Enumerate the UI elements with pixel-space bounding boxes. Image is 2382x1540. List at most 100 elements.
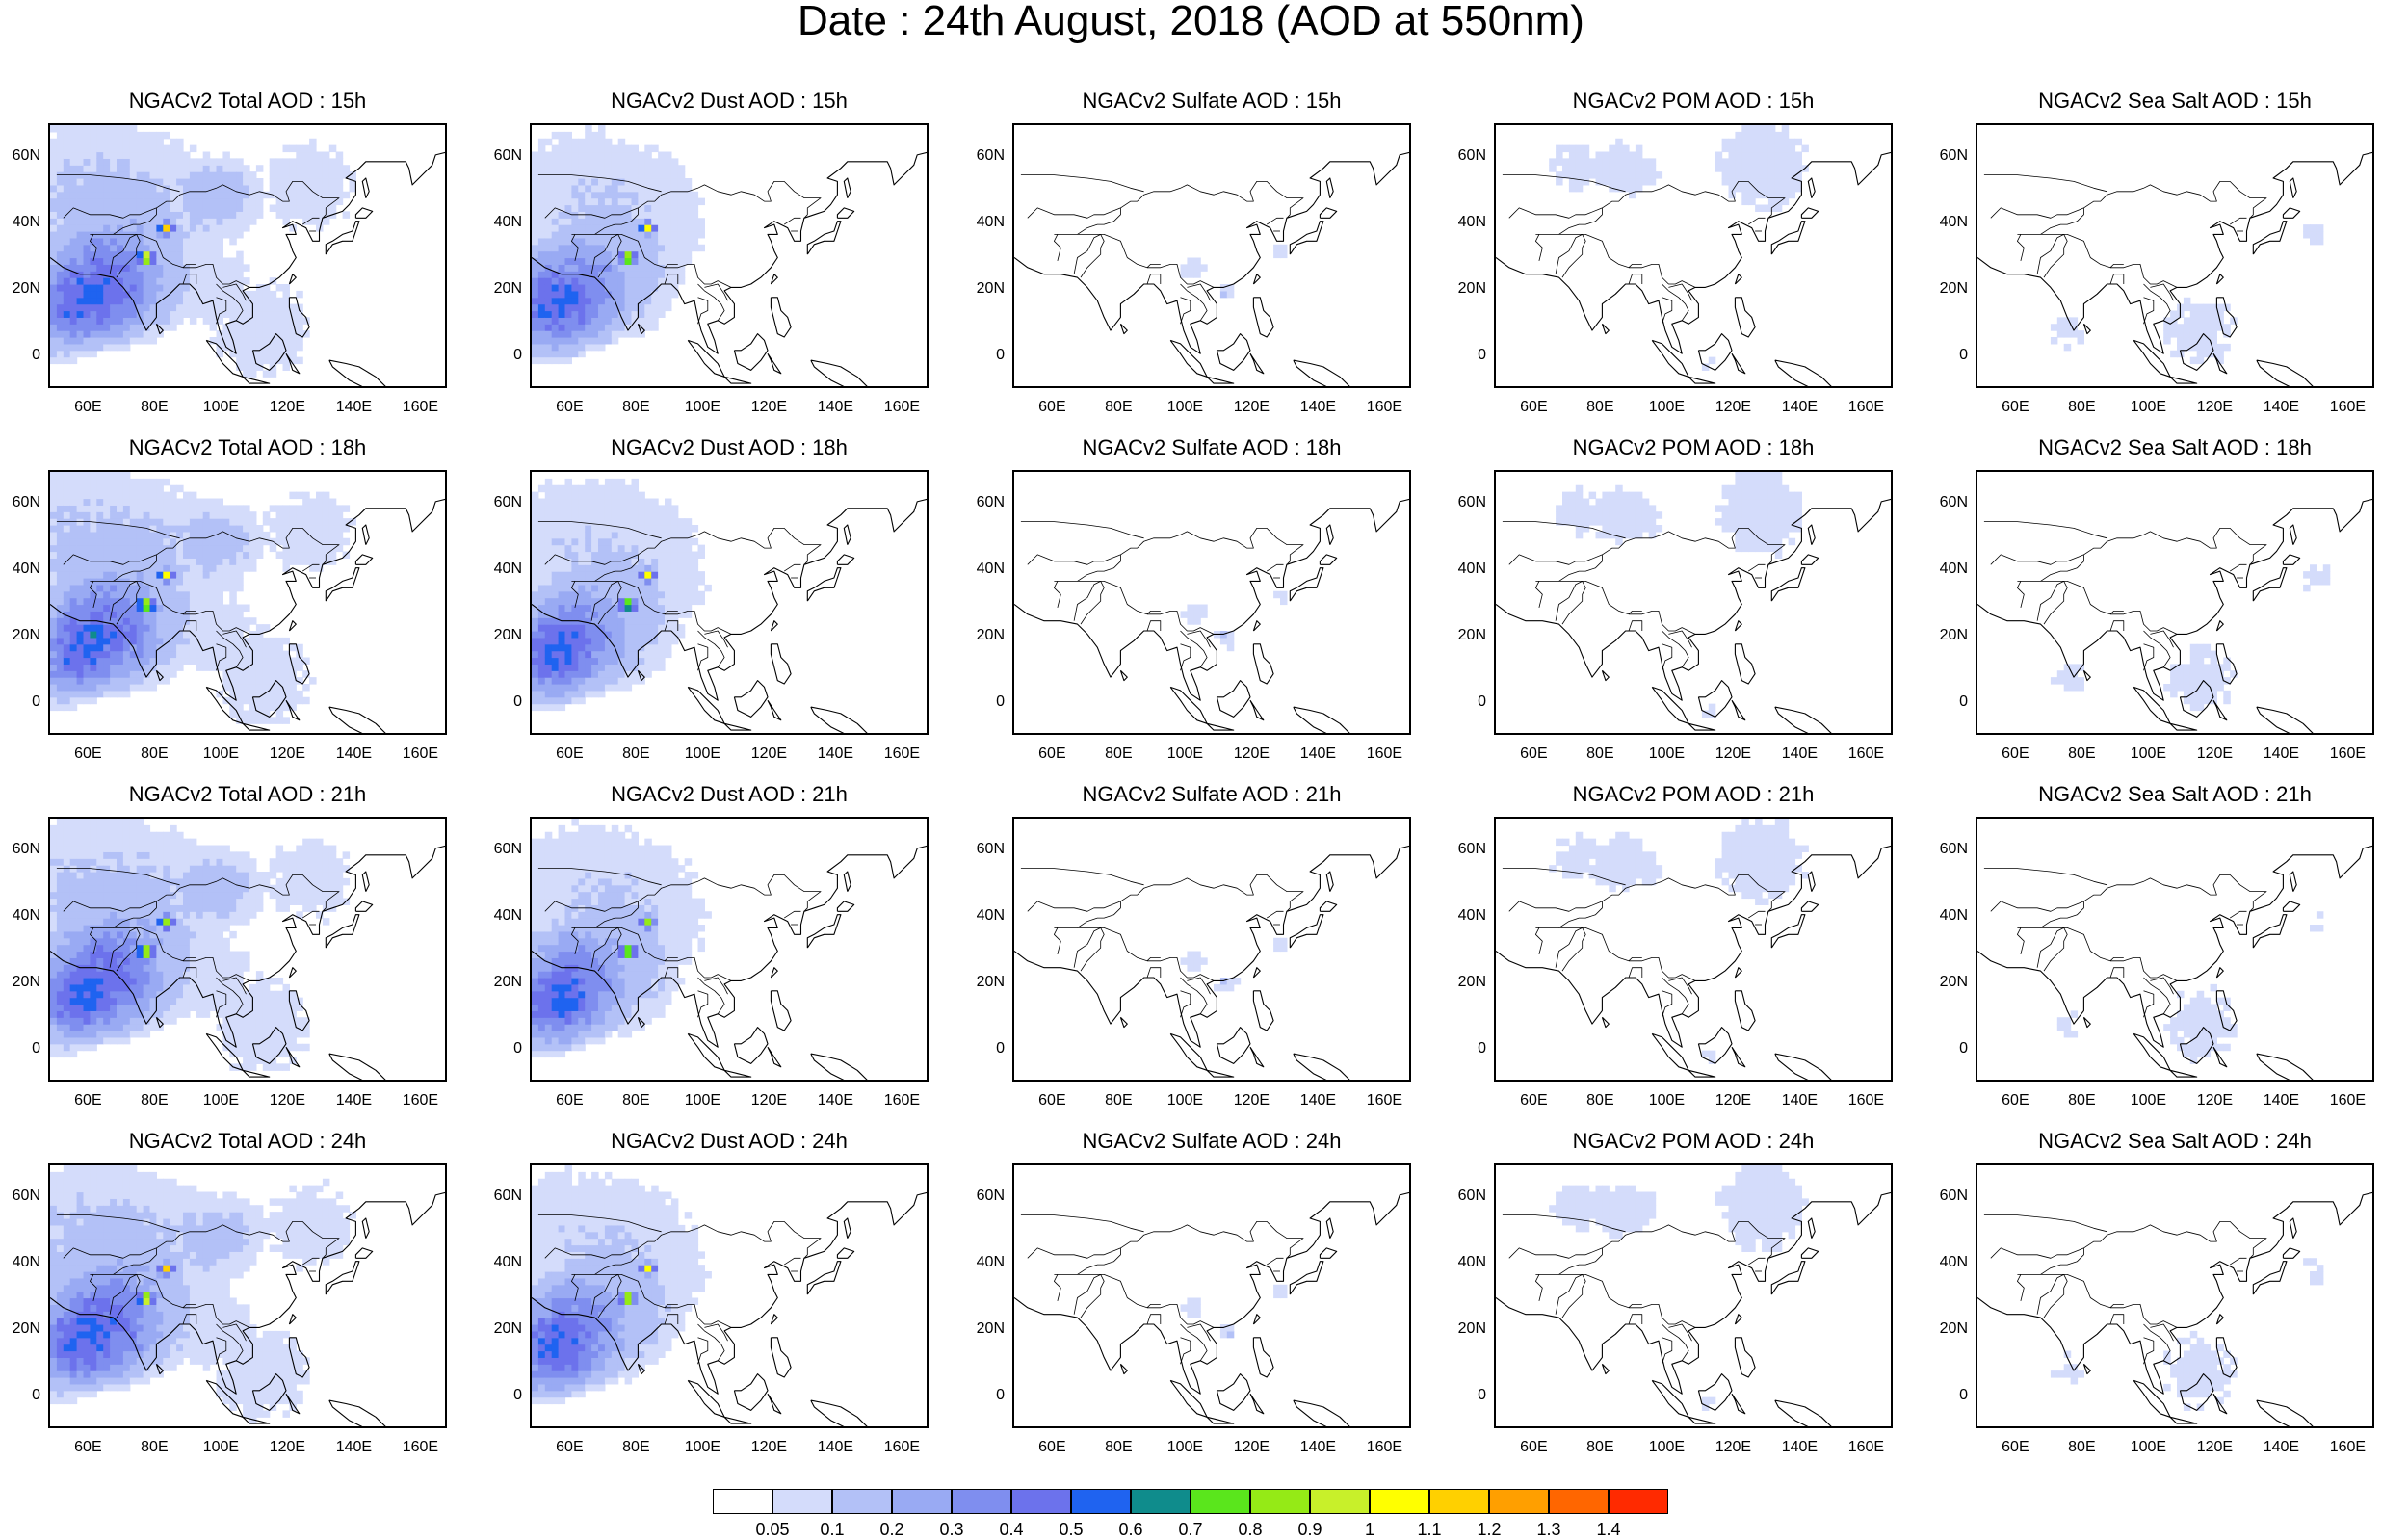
aod-cell [163,211,170,218]
aod-cell [578,611,586,617]
aod-cell [552,165,560,171]
aod-cell [578,598,586,605]
aod-cell [57,918,65,925]
aod-cell [1782,198,1790,205]
aod-cell [1755,525,1763,532]
aod-cell [123,644,130,651]
aod-cell [210,165,218,171]
aod-cell [1782,499,1790,506]
aod-cell [538,670,546,677]
aod-cell [578,324,586,330]
aod-cell [1583,518,1590,525]
aod-cell [612,238,619,245]
aod-cell [678,231,686,238]
aod-cell [256,684,264,691]
aod-cell [50,552,58,559]
aod-cell [77,885,85,892]
aod-cell [591,324,599,330]
aod-cell [638,152,645,159]
aod-cell [222,545,230,552]
aod-cell [190,598,197,605]
aod-cell [170,492,177,499]
aod-cell [638,311,645,318]
aod-cell [632,224,640,231]
aod-cell [532,518,539,525]
aod-cell [329,505,337,511]
aod-cell [236,578,244,585]
aod-cell [2051,337,2058,344]
aod-cell [665,651,672,658]
aod-cell [123,564,130,571]
aod-cell [671,518,679,525]
aod-cell [692,525,699,532]
aod-cell [90,351,97,357]
aod-cell [2184,684,2191,691]
aod-cell [50,525,58,532]
aod-cell [625,664,633,670]
aod-cell [217,505,224,511]
aod-cell [329,532,337,538]
aod-cell [638,165,645,171]
aod-cell [1729,511,1737,518]
aod-cell [103,571,111,578]
aod-cell [651,304,659,311]
aod-cell [545,664,553,670]
aod-cell [296,492,303,499]
aod-cell [222,578,230,585]
aod-cell [64,1017,71,1024]
aod-cell [2197,357,2205,364]
aod-cell [117,585,124,591]
aod-cell [651,224,659,231]
aod-cell [545,545,553,552]
aod-cell [532,532,539,538]
aod-cell [329,518,337,525]
aod-cell [559,298,566,304]
aod-cell [96,337,104,344]
aod-cell [316,211,324,218]
aod-cell [1273,251,1281,258]
aod-cell [176,317,184,324]
country-border [1556,234,1585,277]
aod-cell [625,264,633,271]
aod-cell [64,304,71,311]
aod-cell [77,264,85,271]
aod-cell [1795,499,1803,506]
country-border [1187,631,1210,647]
aod-cell [618,485,626,492]
aod-cell [1755,479,1763,485]
aod-cell [1748,532,1756,538]
aod-cell [678,624,686,631]
aod-cell [598,670,606,677]
aod-cell [57,231,65,238]
aod-cell [1583,499,1590,506]
aod-cell [123,611,130,617]
aod-cell [90,697,97,704]
aod-cell [64,552,71,559]
aod-cell [692,245,699,251]
aod-cell [671,585,679,591]
aod-cell [658,585,666,591]
aod-cell [1775,485,1783,492]
aod-cell [96,644,104,651]
aod-cell [538,152,546,159]
aod-cell [57,571,65,578]
aod-cell [565,505,573,511]
aod-cell [156,525,164,532]
aod-cell [296,152,303,159]
aod-cell [559,165,566,171]
aod-cell [644,670,652,677]
aod-cell [170,224,177,231]
aod-cell [565,132,573,139]
aod-cell [176,552,184,559]
aod-cell [1775,479,1783,485]
aod-cell [559,152,566,159]
aod-cell [103,238,111,245]
aod-cell [90,598,97,605]
aod-cell [336,178,344,185]
aod-cell [289,185,297,192]
aod-cell [236,258,244,265]
aod-cell [263,298,271,304]
aod-cell [103,598,111,605]
aod-cell [130,499,138,506]
aod-cell [156,518,164,525]
